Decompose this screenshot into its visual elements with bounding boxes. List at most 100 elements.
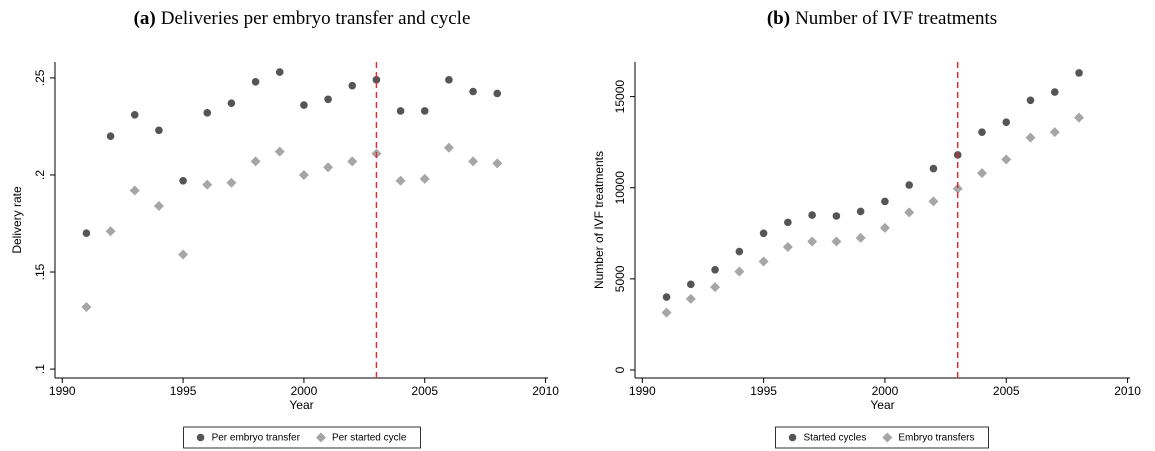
title-text: Number of IVF treatments	[795, 8, 997, 29]
legend: Started cycles Embryo transfers	[775, 426, 989, 449]
point	[323, 162, 334, 173]
point	[734, 266, 745, 277]
point	[129, 185, 140, 196]
y-tick-label: .1	[33, 364, 47, 374]
legend-label: Embryo transfers	[898, 433, 974, 444]
point	[445, 76, 453, 84]
x-axis-label: Year	[870, 398, 894, 412]
point	[808, 211, 816, 219]
legend-box	[775, 426, 989, 449]
x-tick-label: 1995	[750, 384, 777, 398]
y-tick-label: .15	[33, 263, 47, 280]
y-tick-label: .25	[33, 69, 47, 86]
x-tick-label: 2010	[1114, 384, 1141, 398]
point	[952, 183, 963, 194]
point	[105, 226, 116, 237]
point	[661, 307, 672, 318]
point	[274, 146, 285, 157]
y-tick-label: 0	[613, 366, 627, 373]
point	[1025, 132, 1036, 143]
point	[978, 128, 986, 136]
point	[1026, 96, 1035, 105]
point	[879, 222, 890, 233]
point	[735, 247, 744, 256]
point	[782, 241, 793, 252]
panel-label: (a)	[134, 8, 156, 29]
y-tick-label: 10000	[613, 171, 627, 205]
point	[784, 218, 792, 227]
point	[298, 169, 309, 180]
point	[905, 181, 913, 189]
point	[1049, 127, 1060, 138]
y-tick-label: 5000	[613, 265, 627, 292]
point	[832, 212, 841, 220]
panel: (b) Number of IVF treatments0500010000150…	[592, 8, 1141, 449]
point	[202, 179, 213, 190]
point	[1074, 112, 1085, 123]
legend-label: Per embryo transfer	[212, 433, 301, 444]
point	[196, 433, 205, 442]
x-tick-label: 2000	[872, 384, 899, 398]
point	[831, 236, 842, 247]
point	[315, 432, 326, 443]
point	[882, 432, 893, 443]
point	[662, 293, 671, 301]
point	[468, 156, 479, 167]
point	[807, 236, 818, 247]
point	[492, 158, 503, 169]
point	[687, 280, 695, 289]
point	[1075, 69, 1083, 77]
legend-label: Per started cycle	[332, 433, 407, 444]
point	[347, 156, 358, 167]
point	[130, 110, 139, 119]
x-axis-label: Year	[289, 398, 313, 412]
panel: (a) Deliveries per embryo transfer and cy…	[10, 8, 559, 449]
legend-label: Started cycles	[804, 433, 867, 444]
point	[443, 142, 454, 153]
y-axis-label: Delivery rate	[10, 186, 24, 254]
x-tick-label: 1990	[629, 384, 656, 398]
y-tick-label: 15000	[613, 80, 627, 114]
point	[758, 256, 769, 267]
x-tick-label: 1990	[49, 384, 76, 398]
x-tick-label: 2005	[411, 384, 438, 398]
point	[300, 101, 308, 109]
x-tick-label: 2000	[291, 384, 318, 398]
point	[493, 89, 502, 98]
point	[372, 76, 381, 84]
chart-title: (a) Deliveries per embryo transfer and cy…	[134, 8, 471, 29]
point	[881, 197, 889, 206]
point	[856, 207, 865, 216]
point	[82, 229, 91, 237]
point	[976, 168, 987, 179]
point	[226, 177, 237, 188]
point	[251, 77, 260, 86]
point	[250, 156, 261, 167]
y-axis-label: Number of IVF treatments	[592, 151, 606, 289]
point	[469, 87, 477, 96]
point	[904, 207, 915, 218]
point	[396, 107, 405, 115]
point	[179, 176, 187, 185]
point	[685, 293, 696, 304]
point	[928, 196, 939, 207]
legend-box	[183, 426, 421, 449]
point	[759, 229, 768, 238]
point	[275, 68, 284, 76]
point	[155, 126, 163, 135]
legend: Per embryo transfer Per started cycle	[183, 426, 421, 449]
point	[855, 232, 866, 243]
panel-label: (b)	[767, 8, 790, 29]
point	[420, 107, 429, 115]
point	[324, 95, 332, 104]
point	[1002, 118, 1011, 126]
point	[1050, 88, 1059, 96]
x-tick-label: 2005	[993, 384, 1020, 398]
point	[711, 265, 719, 274]
point	[348, 81, 357, 90]
point	[710, 282, 721, 293]
point	[788, 433, 797, 442]
point	[395, 175, 406, 186]
chart-title: (b) Number of IVF treatments	[767, 8, 997, 29]
